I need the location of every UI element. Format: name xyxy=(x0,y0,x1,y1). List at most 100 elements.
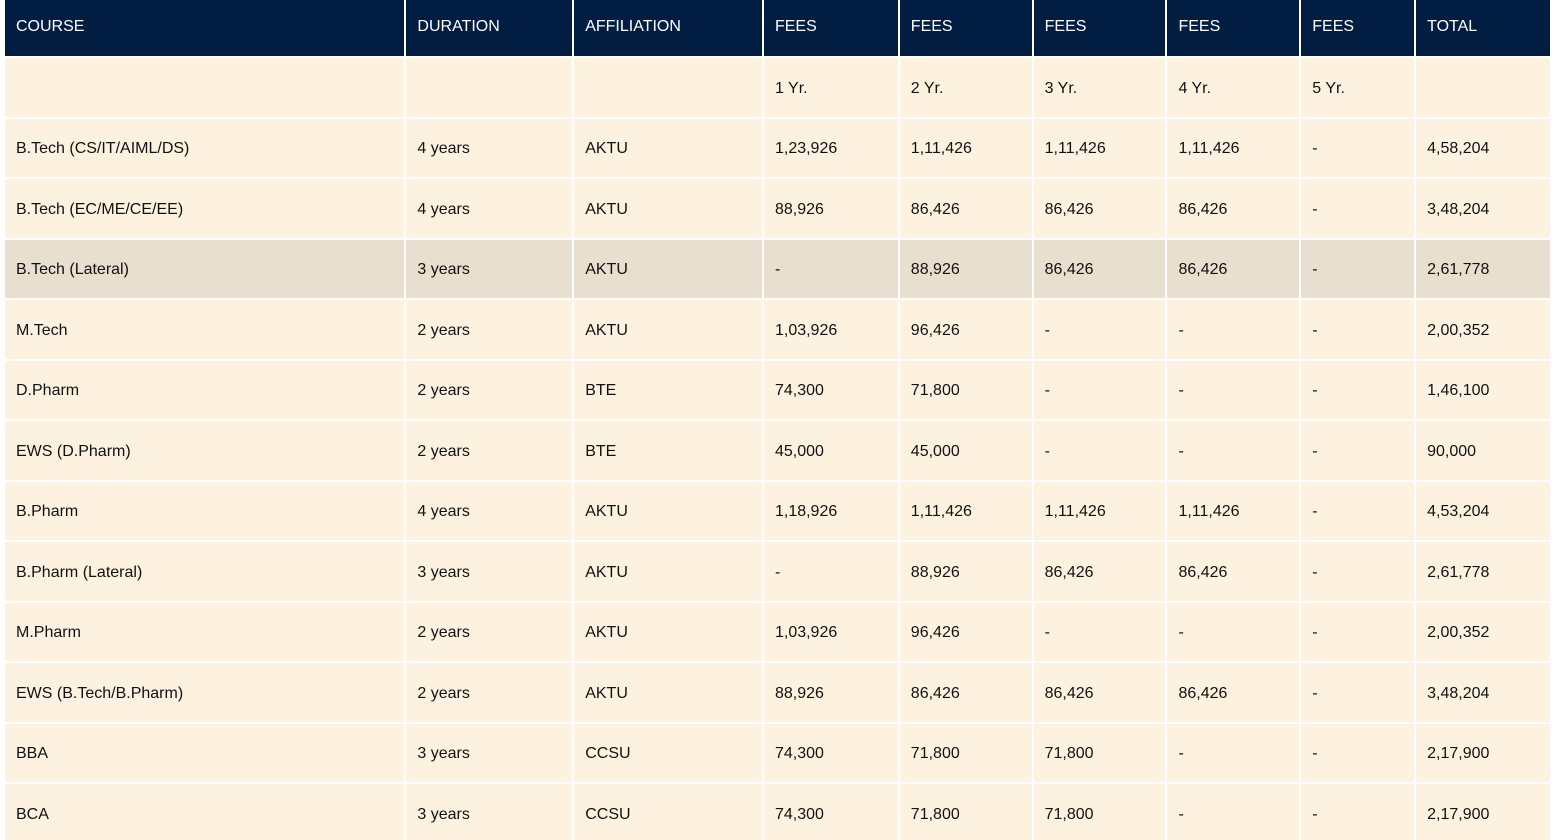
cell-fees-2: 86,426 xyxy=(899,663,1032,722)
column-header-fees-4: FEES xyxy=(1167,0,1300,56)
cell-affiliation: AKTU xyxy=(574,481,762,540)
cell-course: B.Pharm xyxy=(5,481,405,540)
cell-fees-3: 86,426 xyxy=(1033,239,1166,298)
cell-fees-1: 88,926 xyxy=(763,663,898,722)
cell-total: 2,17,900 xyxy=(1416,723,1550,782)
cell-fees-4: 86,426 xyxy=(1167,239,1300,298)
cell-fees-1: 45,000 xyxy=(763,421,898,480)
cell-fees-2: 71,800 xyxy=(899,723,1032,782)
cell-fees-4: - xyxy=(1167,300,1300,359)
cell-fees-5: - xyxy=(1301,542,1415,601)
column-header-fees-2: FEES xyxy=(899,0,1032,56)
cell-fees-1: 1,03,926 xyxy=(763,300,898,359)
subheader-total xyxy=(1416,58,1550,117)
cell-fees-2: 96,426 xyxy=(899,300,1032,359)
cell-fees-4: 86,426 xyxy=(1167,179,1300,238)
cell-affiliation: CCSU xyxy=(574,723,762,782)
cell-duration: 3 years xyxy=(406,784,573,840)
cell-fees-5: - xyxy=(1301,663,1415,722)
column-header-fees-3: FEES xyxy=(1033,0,1166,56)
header-row: COURSE DURATION AFFILIATION FEES FEES FEES FEE… xyxy=(5,0,1550,56)
cell-total: 90,000 xyxy=(1416,421,1550,480)
cell-fees-2: 71,800 xyxy=(899,784,1032,840)
cell-fees-4: - xyxy=(1167,602,1300,661)
cell-fees-4: 1,11,426 xyxy=(1167,118,1300,177)
cell-fees-1: 74,300 xyxy=(763,360,898,419)
subheader-fees-2: 2 Yr. xyxy=(899,58,1032,117)
cell-total: 3,48,204 xyxy=(1416,663,1550,722)
cell-affiliation: BTE xyxy=(574,360,762,419)
cell-fees-1: - xyxy=(763,542,898,601)
cell-course: B.Pharm (Lateral) xyxy=(5,542,405,601)
table-row: B.Tech (Lateral) 3 years AKTU -88,926 86,426… xyxy=(5,239,1550,298)
cell-affiliation: BTE xyxy=(574,421,762,480)
cell-fees-5: - xyxy=(1301,118,1415,177)
cell-duration: 2 years xyxy=(406,602,573,661)
column-header-duration: DURATION xyxy=(406,0,573,56)
table-row: EWS (B.Tech/B.Pharm) 2 years AKTU 88,926 86,… xyxy=(5,663,1550,722)
cell-fees-4: - xyxy=(1167,784,1300,840)
cell-affiliation: AKTU xyxy=(574,602,762,661)
cell-fees-2: 45,000 xyxy=(899,421,1032,480)
cell-fees-5: - xyxy=(1301,421,1415,480)
cell-course: B.Tech (CS/IT/AIML/DS) xyxy=(5,118,405,177)
cell-fees-5: - xyxy=(1301,300,1415,359)
column-header-fees-5: FEES xyxy=(1301,0,1415,56)
cell-course: BCA xyxy=(5,784,405,840)
cell-affiliation: AKTU xyxy=(574,179,762,238)
cell-fees-2: 86,426 xyxy=(899,179,1032,238)
cell-course: M.Tech xyxy=(5,300,405,359)
subheader-affiliation xyxy=(574,58,762,117)
table-row: EWS (D.Pharm) 2 years BTE 45,000 45,000- - -90… xyxy=(5,421,1550,480)
cell-fees-1: 88,926 xyxy=(763,179,898,238)
subheader-row: 1 Yr. 2 Yr. 3 Yr. 4 Yr. 5 Yr. xyxy=(5,58,1550,117)
cell-affiliation: AKTU xyxy=(574,118,762,177)
cell-fees-3: 86,426 xyxy=(1033,542,1166,601)
cell-fees-3: 86,426 xyxy=(1033,179,1166,238)
cell-course: B.Tech (Lateral) xyxy=(5,239,405,298)
cell-fees-2: 71,800 xyxy=(899,360,1032,419)
cell-fees-1: - xyxy=(763,239,898,298)
cell-affiliation: AKTU xyxy=(574,300,762,359)
cell-fees-3: - xyxy=(1033,602,1166,661)
cell-fees-2: 1,11,426 xyxy=(899,481,1032,540)
cell-duration: 3 years xyxy=(406,239,573,298)
cell-fees-1: 74,300 xyxy=(763,784,898,840)
cell-fees-5: - xyxy=(1301,179,1415,238)
cell-affiliation: AKTU xyxy=(574,542,762,601)
table-row: M.Pharm 2 years AKTU 1,03,926 96,426- - -2,00,… xyxy=(5,602,1550,661)
table-row: B.Tech (CS/IT/AIML/DS) 4 years AKTU 1,23,92… xyxy=(5,118,1550,177)
cell-course: BBA xyxy=(5,723,405,782)
cell-fees-4: 86,426 xyxy=(1167,663,1300,722)
subheader-fees-5: 5 Yr. xyxy=(1301,58,1415,117)
cell-course: EWS (B.Tech/B.Pharm) xyxy=(5,663,405,722)
cell-affiliation: AKTU xyxy=(574,239,762,298)
cell-fees-3: - xyxy=(1033,360,1166,419)
cell-course: M.Pharm xyxy=(5,602,405,661)
column-header-course: COURSE xyxy=(5,0,405,56)
cell-total: 2,17,900 xyxy=(1416,784,1550,840)
subheader-duration xyxy=(406,58,573,117)
cell-fees-5: - xyxy=(1301,723,1415,782)
cell-fees-1: 1,23,926 xyxy=(763,118,898,177)
table-row: B.Tech (EC/ME/CE/EE) 4 years AKTU 88,926 86,… xyxy=(5,179,1550,238)
cell-fees-3: 86,426 xyxy=(1033,663,1166,722)
table-row: B.Pharm 4 years AKTU 1,18,926 1,11,426 1,11,4… xyxy=(5,481,1550,540)
cell-fees-5: - xyxy=(1301,602,1415,661)
cell-total: 1,46,100 xyxy=(1416,360,1550,419)
cell-total: 4,53,204 xyxy=(1416,481,1550,540)
cell-fees-3: 1,11,426 xyxy=(1033,118,1166,177)
cell-fees-4: - xyxy=(1167,360,1300,419)
cell-duration: 3 years xyxy=(406,723,573,782)
cell-fees-1: 74,300 xyxy=(763,723,898,782)
cell-fees-2: 96,426 xyxy=(899,602,1032,661)
cell-duration: 2 years xyxy=(406,421,573,480)
cell-fees-5: - xyxy=(1301,784,1415,840)
cell-duration: 4 years xyxy=(406,481,573,540)
cell-course: D.Pharm xyxy=(5,360,405,419)
cell-total: 2,61,778 xyxy=(1416,239,1550,298)
cell-fees-2: 88,926 xyxy=(899,239,1032,298)
cell-course: B.Tech (EC/ME/CE/EE) xyxy=(5,179,405,238)
table-row: M.Tech 2 years AKTU 1,03,926 96,426- - -2,00,3… xyxy=(5,300,1550,359)
subheader-fees-4: 4 Yr. xyxy=(1167,58,1300,117)
